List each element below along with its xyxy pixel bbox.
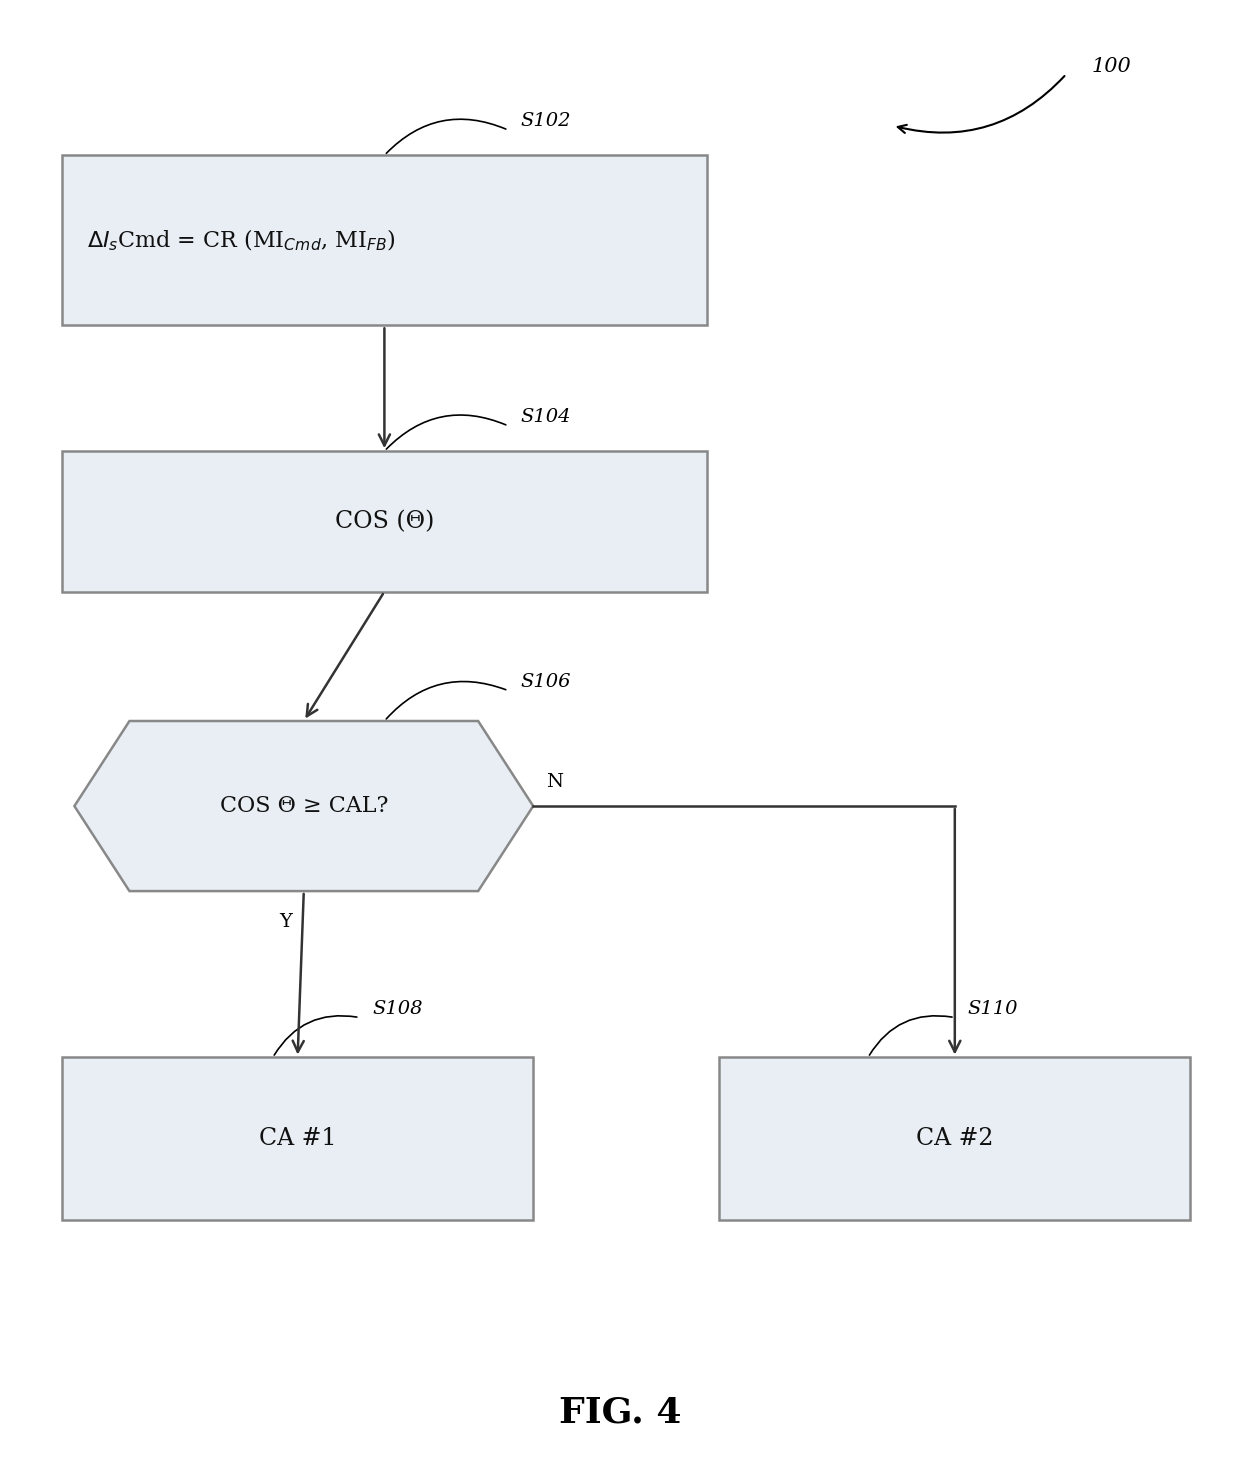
Text: Y: Y [279,914,291,932]
Text: S104: S104 [521,408,572,426]
FancyBboxPatch shape [62,1057,533,1220]
Text: S110: S110 [967,1000,1018,1018]
Text: FIG. 4: FIG. 4 [559,1396,681,1429]
FancyBboxPatch shape [62,155,707,325]
Text: CA #2: CA #2 [916,1127,993,1151]
Text: 100: 100 [1091,58,1131,75]
Text: COS (Θ): COS (Θ) [335,510,434,532]
FancyBboxPatch shape [62,451,707,592]
Text: $\Delta I_s$Cmd = CR (MI$_{Cmd}$, MI$_{FB}$): $\Delta I_s$Cmd = CR (MI$_{Cmd}$, MI$_{F… [87,228,396,253]
Text: S108: S108 [372,1000,423,1018]
Text: S106: S106 [521,673,572,691]
Polygon shape [74,720,533,890]
Text: COS Θ ≥ CAL?: COS Θ ≥ CAL? [219,796,388,816]
FancyBboxPatch shape [719,1057,1190,1220]
Text: CA #1: CA #1 [259,1127,336,1151]
Text: S102: S102 [521,112,572,130]
Text: N: N [546,774,563,791]
